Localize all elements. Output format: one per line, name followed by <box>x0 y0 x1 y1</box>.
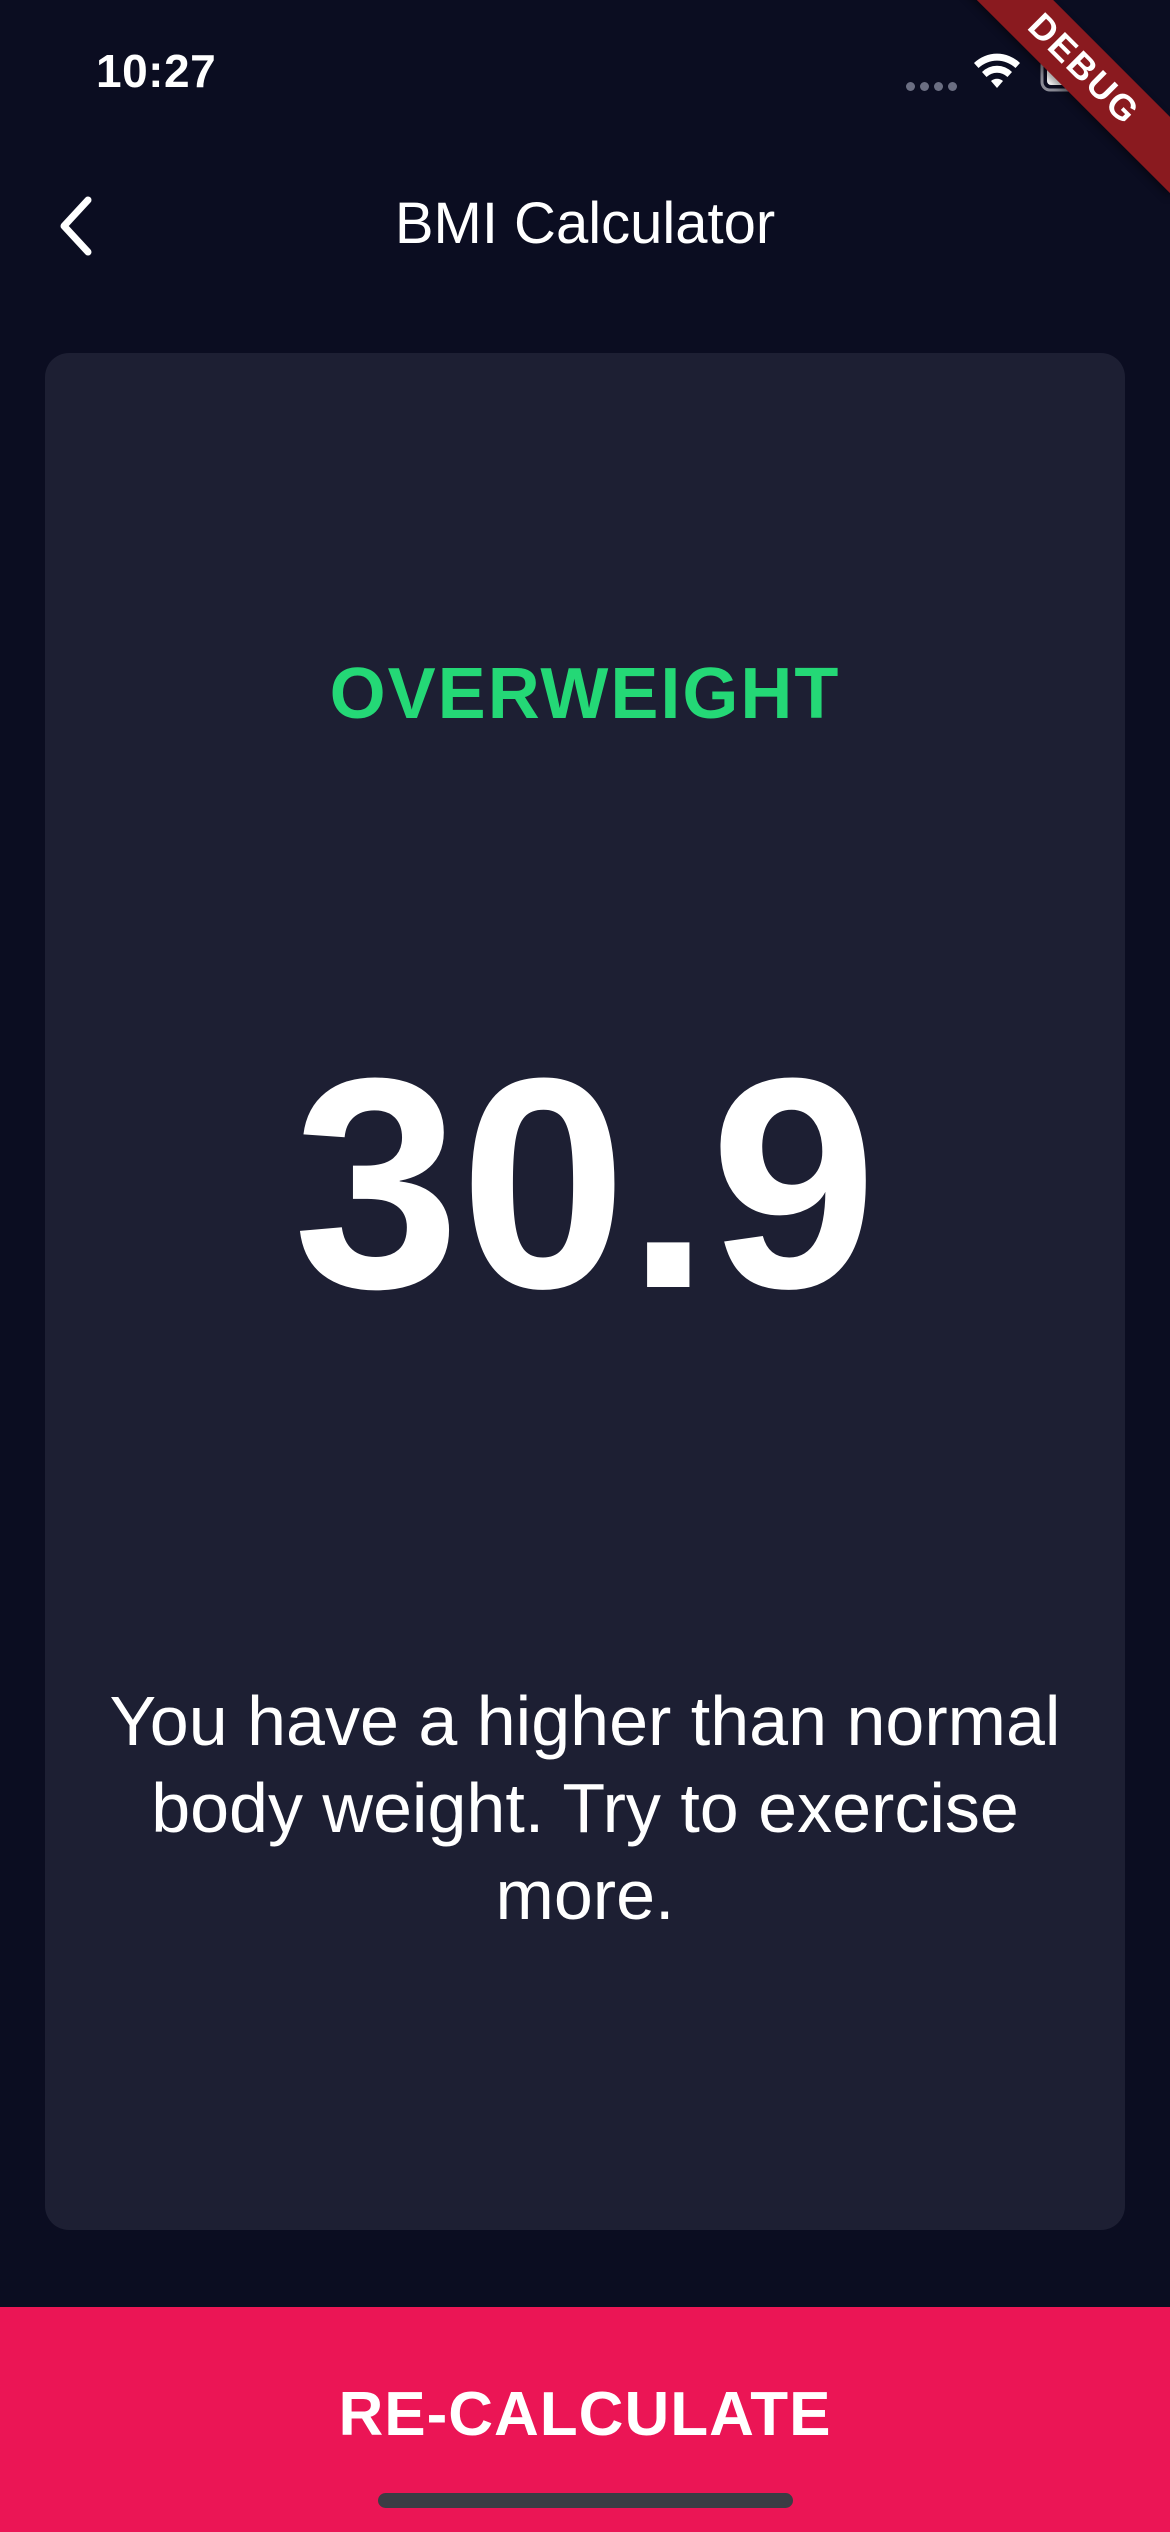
recalculate-button-label: RE-CALCULATE <box>338 2380 832 2449</box>
status-bar: 10:27 <box>0 0 1170 140</box>
bmi-category-label: OVERWEIGHT <box>329 654 841 734</box>
bmi-value: 30.9 <box>293 1015 877 1351</box>
back-button[interactable] <box>36 186 116 266</box>
recalculate-button[interactable]: RE-CALCULATE <box>0 2307 1170 2532</box>
app-bar: BMI Calculator <box>0 150 1170 300</box>
bmi-interpretation: You have a higher than normal body weigh… <box>109 1682 1061 1934</box>
result-card: OVERWEIGHT 30.9 You have a higher than n… <box>45 353 1125 2230</box>
status-time: 10:27 <box>96 45 217 97</box>
cellular-signal-icon <box>906 82 960 92</box>
wifi-icon <box>974 53 1020 88</box>
page-title: BMI Calculator <box>394 191 776 256</box>
home-indicator <box>378 2493 793 2508</box>
chevron-left-icon <box>60 196 92 256</box>
